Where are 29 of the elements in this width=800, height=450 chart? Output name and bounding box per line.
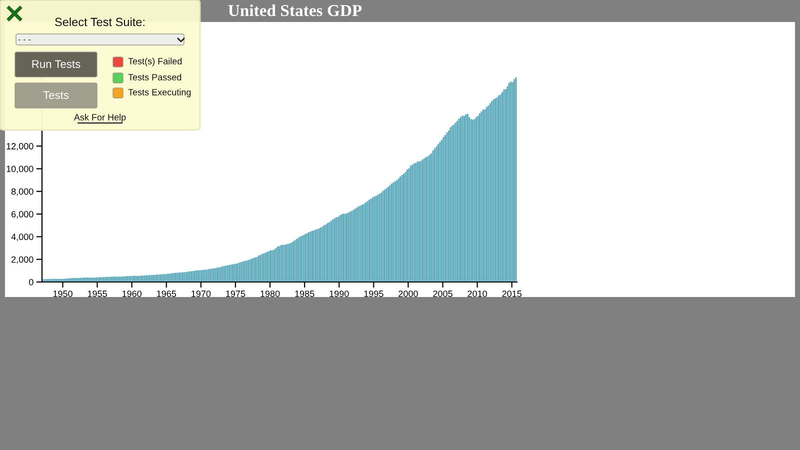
x-tick-label: 1995 bbox=[364, 290, 384, 297]
chart-title: United States GDP bbox=[228, 4, 362, 16]
x-tick-label: 1950 bbox=[53, 290, 72, 297]
x-tick-label: 1965 bbox=[157, 290, 176, 297]
y-tick-label: 4,000 bbox=[11, 234, 34, 242]
y-tick-label: 6,000 bbox=[12, 211, 34, 218]
x-tick-label: 1970 bbox=[192, 290, 211, 297]
x-tick-label: 1980 bbox=[260, 290, 280, 297]
y-tick-label: 0 bbox=[29, 278, 34, 286]
x-tick-label: 1955 bbox=[88, 290, 107, 297]
x-tick-label: 1985 bbox=[295, 290, 314, 297]
annotation: Tests Executing bbox=[128, 88, 191, 98]
y-tick-label: 8,000 bbox=[11, 188, 34, 196]
annotation: Ask For Help bbox=[74, 114, 126, 122]
x-tick-label: 1960 bbox=[122, 290, 142, 297]
text: Select Test Suite: bbox=[55, 18, 144, 26]
x-tick-label: 2015 bbox=[502, 290, 522, 297]
annotation: Tests Passed bbox=[128, 74, 182, 80]
annotation: Tests bbox=[43, 91, 69, 99]
x-tick-label: 2000 bbox=[398, 290, 418, 297]
y-tick-label: 2,000 bbox=[12, 256, 34, 264]
x-tick-label: 1990 bbox=[330, 290, 349, 297]
x-tick-label: 1975 bbox=[226, 290, 246, 297]
text: Run Tests bbox=[32, 60, 80, 68]
x-tick-label: 2005 bbox=[433, 290, 452, 297]
y-tick-label: 10,000 bbox=[6, 166, 34, 174]
text: Test(s) Failed bbox=[128, 58, 182, 66]
y-tick-label: 12,000 bbox=[6, 143, 34, 151]
x-tick-label: 2010 bbox=[468, 290, 487, 297]
